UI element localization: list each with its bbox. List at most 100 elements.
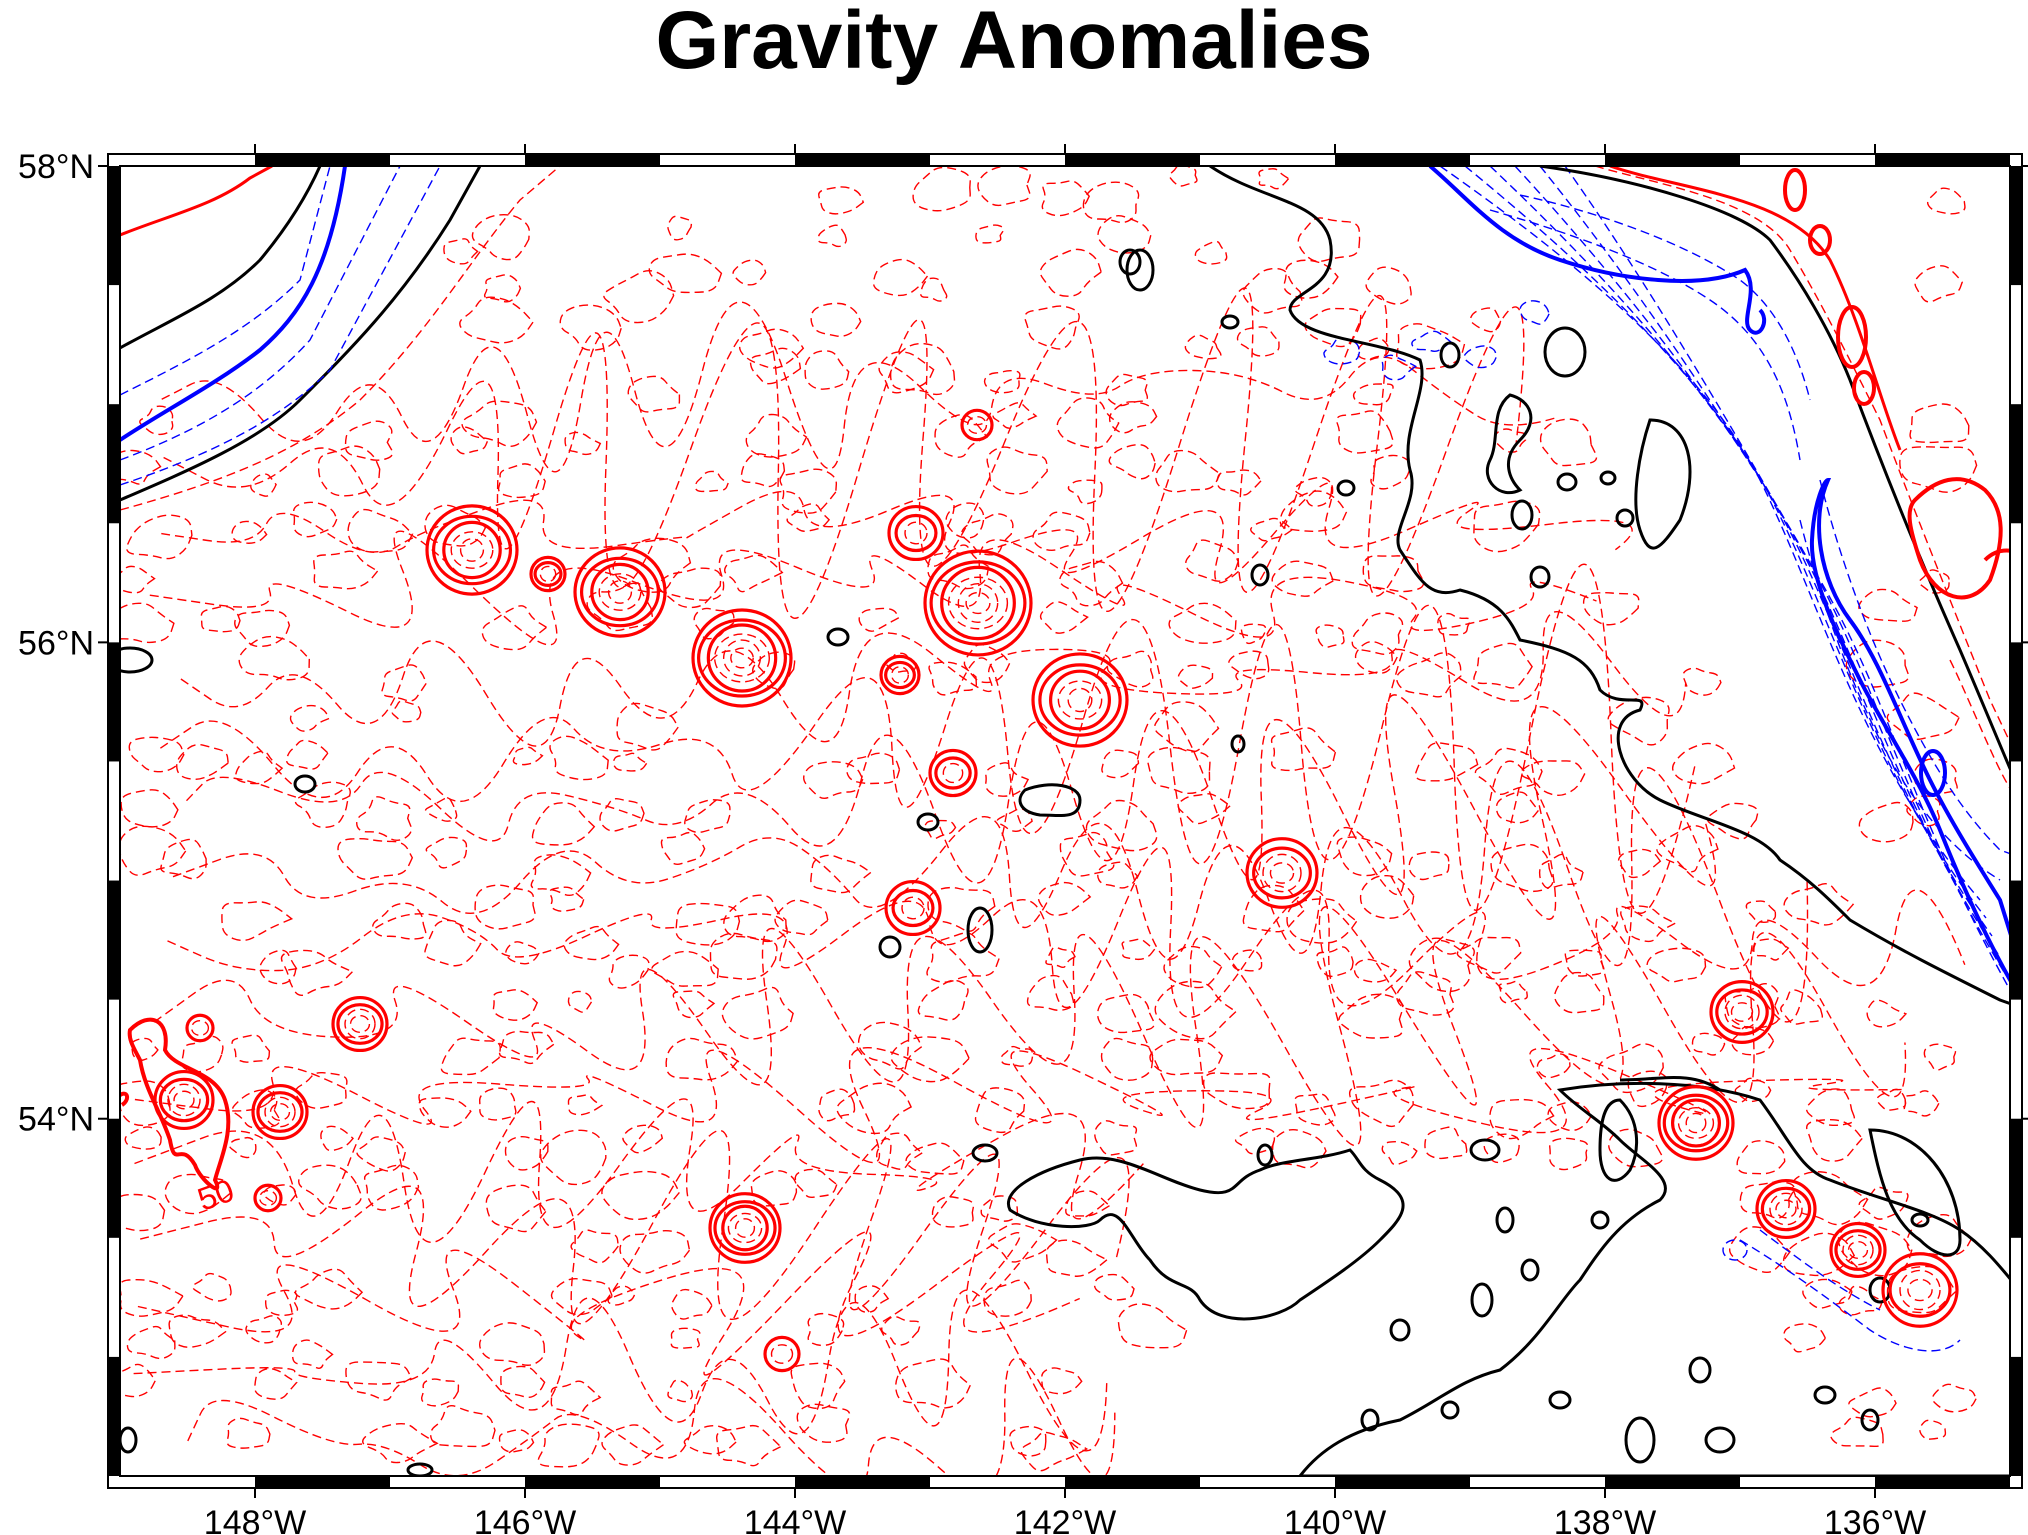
- positive-contour: [984, 762, 1030, 797]
- positive-contour: [619, 1230, 691, 1274]
- positive-contour: [443, 238, 479, 265]
- seamount-ring: [879, 654, 921, 696]
- positive-contour: [231, 1089, 281, 1129]
- seamount-ring: [431, 514, 513, 586]
- positive-contour: [807, 1312, 845, 1347]
- positive-contour: [1059, 560, 1124, 607]
- positive-contour: [890, 1036, 970, 1083]
- positive-contour: [1336, 836, 1393, 877]
- positive-contour: [1656, 825, 1719, 873]
- positive-contour: [1780, 989, 1824, 1025]
- positive-contour: [1805, 1119, 1864, 1162]
- positive-contour: [817, 224, 847, 248]
- positive-contour: [337, 838, 414, 880]
- seamount-ring: [1730, 1002, 1754, 1022]
- frame-segment: [795, 154, 930, 166]
- positive-contour: [363, 1164, 420, 1211]
- positive-contour: [567, 1094, 604, 1116]
- positive-contour: [481, 605, 548, 651]
- positive-contour: [1408, 851, 1450, 881]
- positive-contour: [176, 743, 229, 780]
- positive-contour: [1009, 1425, 1047, 1457]
- positive-contour: [440, 1037, 501, 1076]
- positive-contour: [854, 1285, 890, 1313]
- seamount-ring: [190, 1019, 210, 1037]
- positive-contour: [1791, 1171, 1869, 1226]
- positive-contour: [1381, 1141, 1418, 1166]
- x-tick-label: 144°W: [744, 1504, 846, 1535]
- positive-contour: [963, 643, 1011, 684]
- seamount-ring: [957, 583, 999, 623]
- positive-contour: [137, 1231, 1080, 1376]
- positive-contour: [1348, 1079, 1414, 1128]
- x-tick-label: 140°W: [1284, 1504, 1386, 1535]
- positive-contour: [986, 446, 1048, 495]
- y-tick-label: 56°N: [18, 624, 94, 662]
- negative-contour: [1381, 354, 1418, 381]
- positive-contour: [512, 746, 544, 766]
- positive-contour: [130, 1037, 159, 1061]
- positive-contour: [1177, 664, 1214, 689]
- positive-contour: [627, 375, 681, 413]
- positive-contour: [344, 420, 394, 461]
- positive-contour: [774, 899, 829, 936]
- positive-contour: [694, 470, 730, 493]
- positive-contour: [616, 702, 680, 751]
- positive-contour: [180, 610, 1687, 747]
- positive-contour: [928, 661, 978, 696]
- positive-contour: [1101, 749, 1140, 779]
- positive-contour: [651, 950, 719, 987]
- seamount-ring: [1724, 994, 1760, 1030]
- positive-contour: [1731, 1026, 1775, 1056]
- positive-contour: [716, 1424, 782, 1467]
- seamount-ring: [730, 647, 754, 669]
- positive-contour: [1231, 949, 1263, 972]
- frame-segment: [2010, 1356, 2022, 1476]
- positive-contour: [846, 752, 901, 785]
- latitude-labels: 58°N 56°N 54°N: [18, 148, 2028, 1139]
- negative-contours-minor: [1323, 166, 2010, 991]
- positive-contour: [977, 166, 1031, 207]
- positive-contour: [231, 1034, 271, 1063]
- seamount-ring: [770, 1344, 794, 1364]
- positive-contour: [1085, 799, 1158, 852]
- positive-contour: [1437, 612, 1471, 636]
- positive-contour: [667, 215, 693, 241]
- positive-contours-minor: [120, 166, 1978, 1476]
- positive-contour: [1177, 793, 1232, 825]
- positive-contour: [1858, 801, 1914, 843]
- seamount-ring: [1847, 1241, 1869, 1259]
- positive-contour: [1169, 166, 1198, 187]
- positive-contour: [163, 287, 1525, 619]
- frame-segment: [255, 1476, 390, 1488]
- positive-contour: [1848, 1387, 1897, 1418]
- positive-contour: [1490, 843, 1554, 893]
- seamount-ring: [901, 896, 925, 920]
- positive-contour: [1228, 650, 1270, 680]
- seamount-ring: [258, 1189, 278, 1207]
- positive-contour: [498, 1429, 535, 1453]
- positive-contour: [1338, 993, 1404, 1039]
- negative-contour: [1564, 166, 2010, 991]
- seamount-contours: [153, 408, 1959, 1373]
- positive-contour: [294, 781, 351, 829]
- positive-contour: [804, 350, 850, 390]
- positive-contour: [660, 831, 706, 866]
- positive-contour: [684, 799, 731, 834]
- positive-contour: [221, 901, 294, 942]
- positive-contour: [161, 301, 1556, 473]
- negative-contour: [1514, 166, 1999, 955]
- frame-segment: [1065, 1476, 1200, 1488]
- positive-contour: [658, 567, 722, 609]
- positive-contour: [291, 1339, 334, 1369]
- positive-contour: [1396, 652, 1462, 698]
- positive-contour: [1032, 511, 1091, 551]
- positive-contour: [133, 1289, 1108, 1452]
- seamount-ring: [1755, 1178, 1817, 1240]
- positive-contour: [1724, 983, 1780, 1029]
- seamount-ring: [1881, 1252, 1959, 1328]
- positive-contour: [1037, 881, 1092, 916]
- positive-contour: [1105, 373, 1149, 407]
- positive-contour: [1271, 1128, 1327, 1169]
- positive-contour: [1155, 449, 1221, 493]
